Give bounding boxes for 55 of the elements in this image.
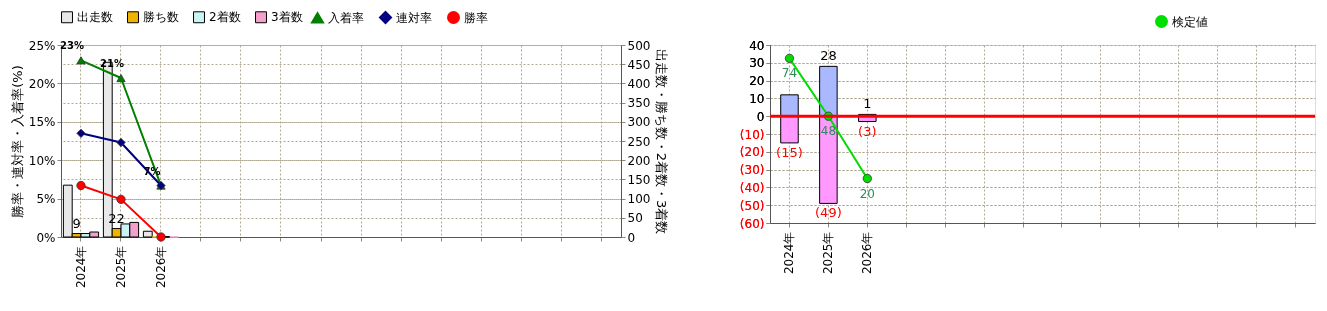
y-tick-label: 0% (36, 230, 56, 245)
x-tick-label: 2026年 (154, 245, 168, 289)
legend-label: 勝ち数 (143, 10, 179, 25)
data-label: 23% (60, 40, 84, 52)
y2-tick-label: 500 (627, 38, 651, 53)
legend-label: 出走数 (77, 10, 113, 25)
y-tick-label: 10 (749, 91, 765, 106)
y2-tick-label: 250 (627, 134, 651, 149)
y2-tick-label: 350 (627, 96, 651, 111)
y2-tick-label: 0 (627, 230, 636, 245)
legend-label: 3着数 (271, 10, 303, 25)
y-tick-label: 15% (28, 115, 56, 130)
y-tick-label: (60) (739, 216, 765, 231)
y2-tick-label: 100 (627, 192, 651, 207)
y2-tick-label: 450 (627, 57, 651, 72)
data-label: (3) (858, 123, 877, 139)
y2-tick-label: 300 (627, 115, 651, 130)
y-tick-label: 25% (28, 38, 56, 53)
data-label: 21% (100, 58, 124, 70)
y-tick-label: 0 (756, 109, 765, 124)
x-tick-label: 2025年 (114, 245, 128, 289)
legend-label: 勝率 (464, 10, 488, 25)
y2-tick-label: 200 (627, 153, 651, 168)
y-tick-label: 5% (36, 192, 56, 207)
data-label: 48 (820, 124, 837, 139)
x-tick-label: 2024年 (782, 231, 797, 275)
data-label: 74 (781, 66, 798, 81)
data-label: (15) (776, 144, 803, 160)
y-tick-label: 20% (28, 76, 56, 91)
y-tick-label: (10) (739, 127, 765, 142)
y-tick-label: (30) (739, 163, 765, 178)
y2-axis-title: 出走数・勝ち数・2着数・3着数 (654, 48, 670, 235)
y-tick-label: 30 (749, 56, 765, 71)
y-tick-label: 10% (28, 153, 56, 168)
y-tick-label: 40 (749, 38, 765, 53)
legend-label: 検定値 (1172, 14, 1208, 29)
y-tick-label: (40) (739, 180, 765, 195)
legend-label: 連対率 (396, 10, 432, 25)
y-axis-title: 勝率・連対率・入着率(%) (9, 65, 25, 218)
x-tick-label: 2026年 (860, 231, 875, 275)
y2-tick-label: 50 (627, 211, 643, 226)
y2-tick-label: 400 (627, 76, 651, 91)
data-label: (49) (815, 205, 842, 221)
data-label: 9 (72, 215, 81, 231)
legend-label: 2着数 (209, 10, 241, 25)
y-tick-label: 20 (749, 74, 765, 89)
data-label: 20 (859, 186, 875, 201)
legend-label: 入着率 (328, 10, 364, 25)
data-label: 28 (820, 48, 837, 64)
x-tick-label: 2024年 (74, 245, 88, 289)
x-tick-label: 2025年 (821, 231, 836, 275)
y2-tick-label: 150 (627, 172, 651, 187)
y-tick-label: (50) (739, 198, 765, 213)
data-label: 1 (863, 96, 872, 112)
y-tick-label: (20) (739, 145, 765, 160)
